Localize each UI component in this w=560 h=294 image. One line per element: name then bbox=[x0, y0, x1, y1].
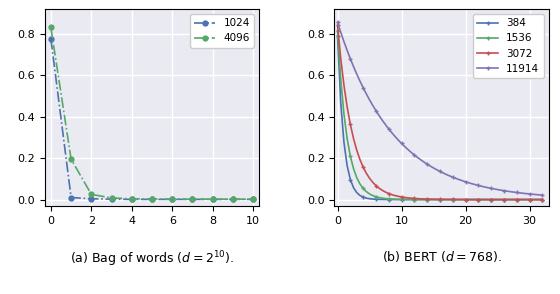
11914 bbox=[539, 193, 546, 197]
Line: 1536: 1536 bbox=[335, 29, 544, 202]
4096 bbox=[88, 193, 95, 196]
4096 bbox=[189, 197, 196, 201]
4096 bbox=[148, 197, 155, 201]
1024 bbox=[68, 196, 74, 199]
3072 bbox=[421, 197, 427, 201]
1024 bbox=[128, 198, 135, 201]
4096 bbox=[209, 197, 216, 201]
1024 bbox=[48, 37, 54, 41]
11914 bbox=[440, 171, 446, 175]
Text: (b) BERT ($d = 768$).: (b) BERT ($d = 768$). bbox=[381, 249, 502, 264]
1024 bbox=[189, 198, 196, 201]
1536 bbox=[382, 197, 389, 200]
4096 bbox=[169, 197, 176, 201]
384 bbox=[421, 198, 427, 201]
Line: 384: 384 bbox=[335, 34, 544, 202]
11914 bbox=[510, 190, 517, 194]
11914 bbox=[334, 21, 341, 24]
1536 bbox=[334, 29, 341, 32]
3072 bbox=[382, 190, 389, 194]
Line: 11914: 11914 bbox=[335, 20, 544, 197]
1024 bbox=[148, 198, 155, 201]
384 bbox=[533, 198, 539, 201]
4096 bbox=[48, 26, 54, 29]
4096 bbox=[108, 196, 115, 200]
1024 bbox=[88, 197, 95, 201]
384 bbox=[382, 198, 389, 201]
11914 bbox=[395, 138, 402, 142]
11914 bbox=[382, 123, 389, 126]
1536 bbox=[533, 198, 539, 201]
1024 bbox=[209, 198, 216, 201]
3072 bbox=[510, 198, 517, 201]
1536 bbox=[539, 198, 546, 201]
Legend: 384, 1536, 3072, 11914: 384, 1536, 3072, 11914 bbox=[473, 14, 544, 78]
384 bbox=[510, 198, 517, 201]
Legend: 1024, 4096: 1024, 4096 bbox=[190, 14, 254, 48]
Line: 3072: 3072 bbox=[335, 23, 544, 202]
384 bbox=[395, 198, 402, 201]
1024 bbox=[108, 197, 115, 201]
4096 bbox=[68, 157, 74, 161]
11914 bbox=[533, 193, 539, 196]
1536 bbox=[395, 198, 402, 201]
384 bbox=[334, 34, 341, 38]
1024 bbox=[230, 198, 236, 201]
384 bbox=[440, 198, 446, 201]
4096 bbox=[230, 197, 236, 201]
1024 bbox=[250, 198, 256, 201]
1536 bbox=[421, 198, 427, 201]
3072 bbox=[539, 198, 546, 201]
Line: 1024: 1024 bbox=[48, 36, 255, 202]
1536 bbox=[440, 198, 446, 201]
Line: 4096: 4096 bbox=[48, 25, 255, 202]
Text: (a) Bag of words ($d = 2^{10}$).: (a) Bag of words ($d = 2^{10}$). bbox=[70, 249, 234, 269]
1536 bbox=[510, 198, 517, 201]
11914 bbox=[421, 160, 427, 164]
3072 bbox=[395, 195, 402, 198]
3072 bbox=[440, 198, 446, 201]
4096 bbox=[128, 197, 135, 201]
1024 bbox=[169, 198, 176, 201]
3072 bbox=[533, 198, 539, 201]
4096 bbox=[250, 197, 256, 201]
3072 bbox=[334, 24, 341, 27]
384 bbox=[539, 198, 546, 201]
